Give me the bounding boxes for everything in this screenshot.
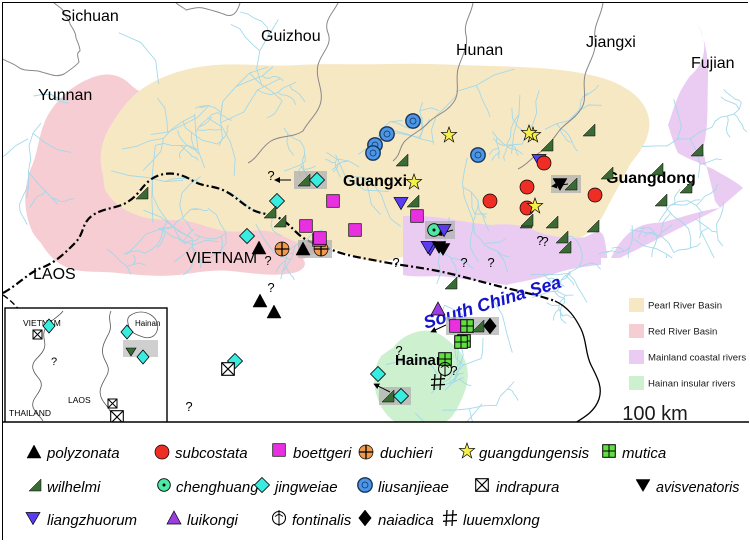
svg-text:guangdungensis: guangdungensis [479,445,590,462]
svg-text:fontinalis: fontinalis [292,512,352,529]
svg-text:Red River Basin: Red River Basin [648,327,717,338]
svg-text:mutica: mutica [622,445,666,462]
svg-text:Pearl River Basin: Pearl River Basin [648,301,722,312]
svg-text:?: ? [264,253,271,268]
svg-text:?: ? [541,234,548,249]
svg-text:indrapura: indrapura [496,479,559,496]
svg-text:luikongi: luikongi [187,512,239,529]
svg-text:?: ? [51,356,57,368]
svg-text:?: ? [185,399,192,414]
svg-text:liangzhuorum: liangzhuorum [47,512,137,529]
svg-text:LAOS: LAOS [33,266,76,283]
svg-text:Guizhou: Guizhou [261,28,321,45]
svg-text:Fujian: Fujian [691,55,735,72]
svg-text:naiadica: naiadica [378,512,434,529]
svg-text:Yunnan: Yunnan [38,87,92,104]
svg-text:subcostata: subcostata [175,445,248,462]
svg-text:THAILAND: THAILAND [9,408,51,418]
svg-text:?: ? [267,168,274,183]
svg-text:?: ? [450,363,457,378]
svg-text:Guangxi: Guangxi [343,173,407,190]
svg-text:?: ? [487,255,494,270]
svg-text:chenghuang: chenghuang [176,479,259,496]
svg-text:Guangdong: Guangdong [606,170,696,187]
svg-text:wilhelmi: wilhelmi [47,479,101,496]
svg-text:?: ? [460,255,467,270]
svg-text:boettgeri: boettgeri [293,445,352,462]
svg-text:jingweiae: jingweiae [273,479,338,496]
svg-text:?: ? [395,343,402,358]
svg-text:Hunan: Hunan [456,42,503,59]
svg-text:VIETNAM: VIETNAM [23,318,61,328]
svg-text:Mainland coastal rivers: Mainland coastal rivers [648,353,746,364]
svg-text:LAOS: LAOS [68,395,91,405]
svg-text:Jiangxi: Jiangxi [586,34,636,51]
svg-text:liusanjieae: liusanjieae [378,479,449,496]
svg-text:VIETNAM: VIETNAM [186,250,257,267]
svg-text:Sichuan: Sichuan [61,8,119,25]
svg-text:avisvenatoris: avisvenatoris [656,480,739,496]
svg-text:?: ? [392,255,399,270]
svg-text:Hainan insular rivers: Hainan insular rivers [648,379,736,390]
svg-text:duchieri: duchieri [380,445,433,462]
svg-text:luuemxlong: luuemxlong [463,512,540,529]
svg-text:Hainan: Hainan [135,319,160,328]
svg-text:?: ? [267,280,274,295]
svg-text:polyzonata: polyzonata [46,445,120,462]
